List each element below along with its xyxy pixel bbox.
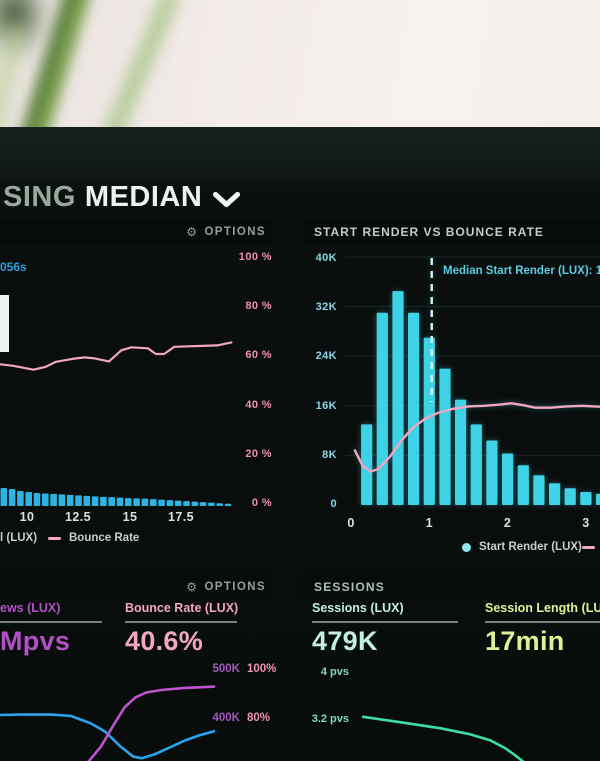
right-chart-x-tick: 2 [503, 516, 512, 530]
mini-axis-80pct: 80% [247, 712, 271, 724]
kpi-bounce-rate-value: 40.6% [125, 626, 204, 656]
median-dropdown[interactable]: SING MEDIAN [3, 181, 241, 214]
legend-start-render[interactable]: Start Render (LUX) [462, 541, 582, 553]
legend-bounce-rate-left[interactable]: Bounce Rate [48, 532, 139, 544]
legend-label: l (LUX) [0, 532, 38, 544]
right-chart-y-tick: 0 [330, 498, 337, 510]
panel-title-sessions: SESSIONS [314, 579, 385, 594]
kpi-session-length-value: 17min [485, 626, 565, 656]
gear-icon: ⚙ [186, 579, 199, 594]
page-title-prefix: SING [3, 181, 76, 213]
plant-stem [91, 0, 187, 130]
top-right-panel-header: START RENDER VS BOUNCE RATE [303, 218, 600, 245]
kpi-divider [125, 621, 237, 623]
chevron-down-icon [213, 191, 241, 208]
line-swatch-icon [48, 536, 61, 540]
page-title: MEDIAN [84, 181, 203, 213]
kpi-session-length-label: Session Length (LUX) [485, 601, 600, 615]
legend-label: Bounce Rate [69, 532, 140, 544]
mini-axis-400k: 400K [212, 712, 241, 724]
median-annotation: Median Start Render (LUX): 1.031s [443, 265, 600, 277]
left-chart-y-tick: 80 % [245, 300, 272, 313]
right-chart-x-tick: 1 [425, 516, 433, 530]
kpi-bounce-rate-label: Bounce Rate (LUX) [125, 601, 239, 615]
left-chart-y-tick: 20 % [245, 447, 272, 460]
left-chart-y-tick: 0 % [251, 497, 272, 509]
panel-title-start-render: START RENDER VS BOUNCE RATE [314, 224, 544, 239]
left-chart-x-tick: 17.5 [168, 510, 194, 524]
chart-lux-distribution [0, 341, 233, 506]
right-chart-x-tick: 0 [347, 516, 355, 530]
highlight-marker [0, 295, 9, 352]
options-label: OPTIONS [204, 225, 266, 238]
line-swatch-icon [582, 545, 595, 549]
left-chart-x-tick: 15 [122, 510, 138, 524]
mini-axis-32pvs: 3.2 pvs [311, 713, 349, 725]
left-chart-y-tick: 40 % [245, 398, 272, 411]
sessions-panel-header: SESSIONS [303, 573, 600, 600]
chart-pageviews-bounce-trend [0, 685, 215, 761]
right-chart-y-tick: 32K [315, 301, 337, 314]
options-button-bottom[interactable]: ⚙ OPTIONS [186, 581, 272, 593]
laptop-screen: SING MEDIAN ⚙ OPTIONS START RENDER VS BO… [0, 127, 600, 761]
dot-swatch-icon [462, 542, 471, 552]
legend-bounce-rate-right[interactable]: Bounce Rate [582, 541, 600, 553]
mini-axis-4pvs: 4 pvs [320, 666, 349, 678]
kpi-pageviews-label: ews (LUX) [0, 601, 61, 615]
legend-label: Start Render (LUX) [479, 541, 582, 553]
chart-start-render-vs-bounce [345, 256, 600, 505]
legend-left-series[interactable]: l (LUX) [0, 532, 37, 544]
kpi-sessions-value: 479K [312, 626, 378, 656]
mini-axis-500k: 500K [212, 663, 241, 675]
gear-icon: ⚙ [186, 224, 199, 239]
kpi-divider [0, 621, 102, 623]
kpi-pageviews-value: Mpvs [0, 626, 71, 656]
top-left-panel-header: ⚙ OPTIONS [0, 218, 272, 245]
left-chart-y-tick: 60 % [245, 349, 272, 362]
options-button-top[interactable]: ⚙ OPTIONS [186, 226, 272, 238]
left-chart-x-tick: 12.5 [65, 510, 91, 524]
right-chart-y-tick: 16K [315, 399, 337, 412]
left-chart-x-tick: 10 [19, 510, 35, 524]
right-chart-y-tick: 8K [322, 448, 337, 461]
photo-background [0, 0, 600, 130]
marker-value: 056s [0, 260, 27, 274]
kpi-divider [312, 621, 458, 623]
chart-session-pageviews-trend [361, 715, 525, 761]
right-chart-y-tick: 40K [315, 252, 337, 264]
kpi-divider [485, 621, 600, 623]
right-chart-x-tick: 3 [582, 516, 590, 530]
options-label: OPTIONS [204, 580, 266, 593]
dashboard: SING MEDIAN ⚙ OPTIONS START RENDER VS BO… [0, 127, 600, 761]
kpi-sessions-label: Sessions (LUX) [312, 601, 404, 615]
mini-axis-100pct: 100% [247, 663, 277, 675]
right-chart-y-tick: 24K [315, 350, 337, 363]
bottom-left-panel-header: ⚙ OPTIONS [0, 573, 272, 600]
left-chart-y-tick: 100 % [238, 251, 272, 263]
